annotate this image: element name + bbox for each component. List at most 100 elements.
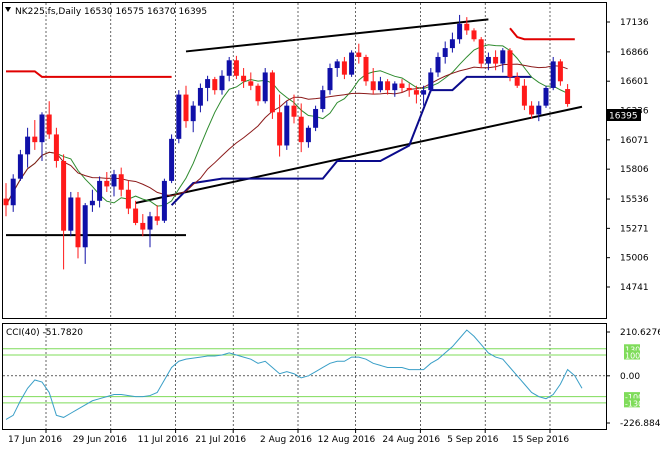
candle-body <box>493 56 499 64</box>
price-axis-label: 15536 <box>620 195 649 205</box>
candle-body <box>500 50 506 64</box>
cci-label: CCI(40) -51.7820 <box>6 328 83 338</box>
candle-body <box>241 75 247 82</box>
candle-body <box>97 180 103 201</box>
candle-body <box>82 205 88 248</box>
candle-body <box>565 89 571 104</box>
candle-body <box>543 87 549 106</box>
candle-body <box>363 56 369 82</box>
price-axis-label: 16866 <box>620 48 649 58</box>
candle-body <box>370 81 376 91</box>
trend-lines <box>6 18 583 237</box>
candle-body <box>118 174 124 190</box>
candle-body <box>169 138 175 181</box>
price-axis-label: 15006 <box>620 254 649 264</box>
candle-body <box>327 68 333 91</box>
trailing-stop-line-right <box>509 27 575 41</box>
current-price-box <box>607 109 641 121</box>
cci-pane-frame <box>2 323 607 430</box>
candle-body <box>75 197 81 248</box>
time-axis-label: 15 Sep 2016 <box>512 435 569 445</box>
candle-body <box>89 200 95 206</box>
candle-body <box>471 30 477 40</box>
candle-body <box>507 50 513 77</box>
candle-body <box>140 222 146 230</box>
candle-body <box>442 48 448 57</box>
price-axis-label: 14741 <box>620 283 649 293</box>
candle-body <box>32 136 38 143</box>
candle-body <box>176 94 182 139</box>
current-price-label: 16395 <box>609 112 638 122</box>
candle-body <box>233 60 239 76</box>
candle-body <box>464 23 470 31</box>
candle-body <box>536 105 542 115</box>
candle-body <box>356 52 362 57</box>
cci-level-label: 130 <box>625 345 640 354</box>
price-axis-label: 16071 <box>620 136 649 146</box>
candle-body <box>255 85 261 102</box>
candle-body <box>212 79 218 91</box>
candle-body <box>190 105 196 122</box>
candle-body <box>421 90 427 95</box>
candle-body <box>25 136 31 155</box>
candle-body <box>154 216 160 221</box>
candle-body <box>399 83 405 88</box>
price-axis-label: 17136 <box>620 18 649 28</box>
main-pane-frame <box>2 2 607 319</box>
candle-body <box>111 174 117 187</box>
candle-body <box>349 52 355 75</box>
candle-body <box>377 81 383 91</box>
symbol-header: NK225.fs,Daily 16530 16575 16370 16395 <box>5 7 207 17</box>
cci-level-label: 100 <box>625 352 640 361</box>
candle-body <box>449 39 455 49</box>
candle-body <box>313 108 319 128</box>
candle-body <box>133 208 139 223</box>
candle-body <box>17 154 23 179</box>
candle-body <box>514 76 520 86</box>
time-axis-label: 17 Jun 2016 <box>8 435 62 445</box>
time-axis-label: 2 Aug 2016 <box>260 435 312 445</box>
price-axis-label: 15806 <box>620 165 649 175</box>
candle-body <box>269 72 275 113</box>
candle-body <box>161 180 167 221</box>
cci-level-box <box>624 392 640 402</box>
candle-body <box>248 81 254 86</box>
candle-body <box>125 189 131 209</box>
candle-body <box>197 87 203 106</box>
candle-body <box>291 105 297 117</box>
candle-body <box>226 60 232 76</box>
time-axis-label: 11 Jul 2016 <box>138 435 189 445</box>
candle-body <box>550 61 556 88</box>
time-axis-label: 21 Jul 2016 <box>195 435 246 445</box>
time-axis-label: 29 Jun 2016 <box>73 435 127 445</box>
cci-axis-label: -226.8841 <box>620 419 660 429</box>
candle-body <box>53 134 59 161</box>
candle-body <box>320 90 326 109</box>
candle-body <box>284 105 290 146</box>
cci-level-box <box>624 398 640 408</box>
axes: 17 Jun 2016 29 Jun 2016 11 Jul 2016 21 Jul … <box>8 18 660 445</box>
candle-body <box>406 87 412 91</box>
price-axis-label: 15271 <box>620 224 649 234</box>
candle-body <box>10 178 16 206</box>
candle-body <box>478 39 484 64</box>
candle-body <box>183 94 189 122</box>
candle-body <box>104 180 110 187</box>
candle-body <box>457 23 463 40</box>
candle-body <box>485 56 491 64</box>
cci-level-box <box>624 350 640 360</box>
cci-header: CCI(40) -51.7820 <box>6 328 83 338</box>
cci-axis-label: 210.6276 <box>620 328 660 338</box>
candle-body <box>428 72 434 91</box>
time-axis-label: 24 Aug 2016 <box>382 435 440 445</box>
cci-level-box <box>624 344 640 354</box>
time-axis-label: 5 Sep 2016 <box>447 435 499 445</box>
candle-body <box>385 81 391 91</box>
candle-body <box>219 75 225 91</box>
candle-body <box>147 216 153 230</box>
candle-body <box>392 83 398 91</box>
candle-body <box>46 114 52 135</box>
candle-body <box>39 114 45 143</box>
price-axis-label: 16601 <box>620 77 649 87</box>
long-moving-average <box>170 75 532 206</box>
